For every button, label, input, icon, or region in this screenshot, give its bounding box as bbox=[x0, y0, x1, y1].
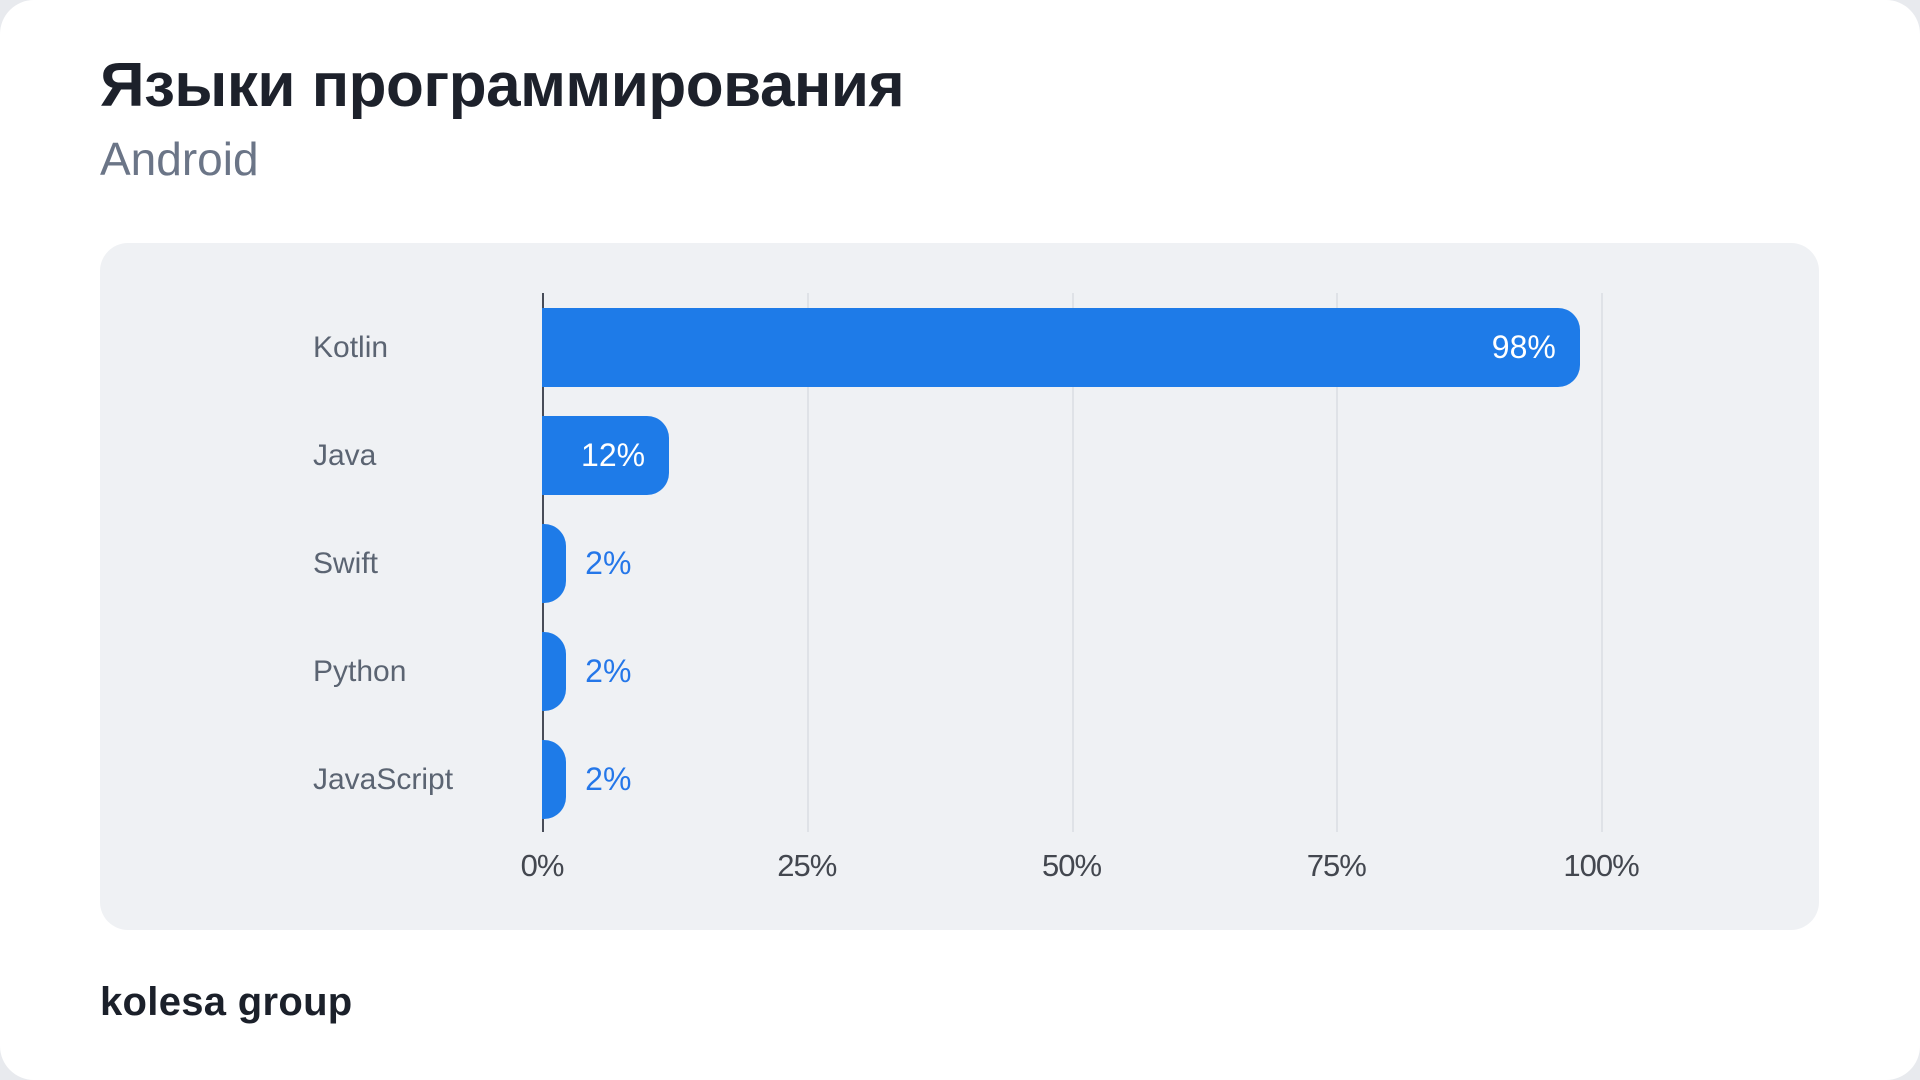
brand-logo: kolesa group bbox=[100, 980, 353, 1024]
page-subtitle: Android bbox=[100, 133, 259, 185]
bar bbox=[542, 632, 566, 711]
bar bbox=[542, 524, 566, 603]
bar-chart: 0% 25% 50% 75% 100% Kotlin 98% Java 12% Swift 2% Py… bbox=[100, 243, 1819, 930]
x-tick-label: 100% bbox=[1563, 848, 1639, 883]
x-tick-label: 0% bbox=[520, 848, 565, 883]
bar-value-label: 2% bbox=[585, 761, 632, 797]
x-tick-label: 75% bbox=[1306, 848, 1367, 883]
page-title: Языки программирования bbox=[100, 51, 905, 120]
gridline bbox=[806, 293, 809, 832]
category-label: Swift bbox=[313, 546, 379, 580]
x-tick-label: 25% bbox=[777, 848, 837, 883]
category-label: Java bbox=[313, 438, 377, 472]
gridline bbox=[1601, 293, 1603, 832]
category-label: Kotlin bbox=[313, 330, 389, 364]
bar-value-label: 2% bbox=[585, 545, 632, 581]
bar-value-label: 98% bbox=[1491, 329, 1556, 365]
gridline bbox=[1071, 293, 1074, 832]
bar: 12% bbox=[542, 416, 670, 495]
category-label: JavaScript bbox=[313, 762, 454, 796]
category-label: Python bbox=[313, 654, 407, 688]
bar-value-label: 12% bbox=[581, 437, 646, 473]
bar bbox=[542, 740, 566, 819]
bar-value-label: 2% bbox=[585, 653, 632, 689]
bar: 98% bbox=[542, 308, 1580, 387]
gridline bbox=[1336, 293, 1339, 832]
x-tick-label: 50% bbox=[1041, 848, 1102, 883]
chart-panel: 0% 25% 50% 75% 100% Kotlin 98% Java 12% Swift 2% Py… bbox=[100, 243, 1819, 930]
